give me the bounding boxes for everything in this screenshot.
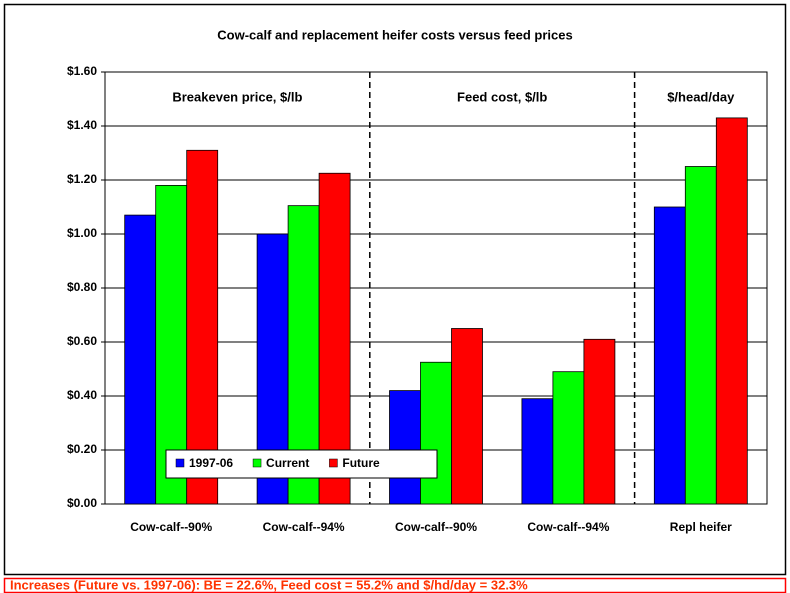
bar	[684, 166, 717, 505]
bar	[451, 328, 483, 505]
y-tick-label: $0.60	[67, 334, 97, 348]
annotation: Feed cost, $/lb	[457, 89, 547, 104]
x-tick-label: Cow-calf--90%	[395, 520, 477, 534]
legend-label: 1997-06	[189, 456, 233, 470]
bar	[186, 149, 219, 505]
y-tick-label: $0.20	[67, 442, 97, 456]
annotation: $/head/day	[667, 89, 735, 104]
bar	[420, 361, 452, 505]
y-tick-label: $0.40	[67, 388, 97, 402]
bar	[583, 338, 616, 505]
y-tick-label: $1.20	[67, 172, 97, 186]
chart-title: Cow-calf and replacement heifer costs ve…	[217, 27, 572, 42]
x-tick-label: Cow-calf--94%	[263, 520, 345, 534]
bar	[521, 398, 554, 505]
legend-swatch	[252, 458, 262, 468]
bar	[318, 172, 351, 505]
x-tick-label: Repl heifer	[670, 520, 732, 534]
legend-swatch	[329, 458, 338, 468]
bar	[715, 117, 748, 505]
y-tick-label: $0.00	[67, 496, 97, 510]
y-tick-label: $1.00	[67, 226, 97, 240]
y-tick-label: $1.40	[67, 118, 97, 132]
legend-swatch	[175, 458, 185, 468]
x-tick-label: Cow-calf--94%	[527, 520, 609, 534]
bar	[389, 390, 421, 505]
y-tick-label: $1.60	[67, 64, 97, 78]
bar	[124, 214, 157, 505]
x-tick-label: Cow-calf--90%	[130, 520, 212, 534]
bar	[552, 371, 585, 505]
legend	[165, 449, 438, 479]
legend-label: Current	[266, 456, 309, 470]
note: Increases (Future vs. 1997-06): BE = 22.…	[10, 577, 528, 592]
legend-label: Future	[342, 456, 380, 470]
y-tick-label: $0.80	[67, 280, 97, 294]
annotation: Breakeven price, $/lb	[172, 89, 302, 104]
bar	[653, 206, 686, 505]
